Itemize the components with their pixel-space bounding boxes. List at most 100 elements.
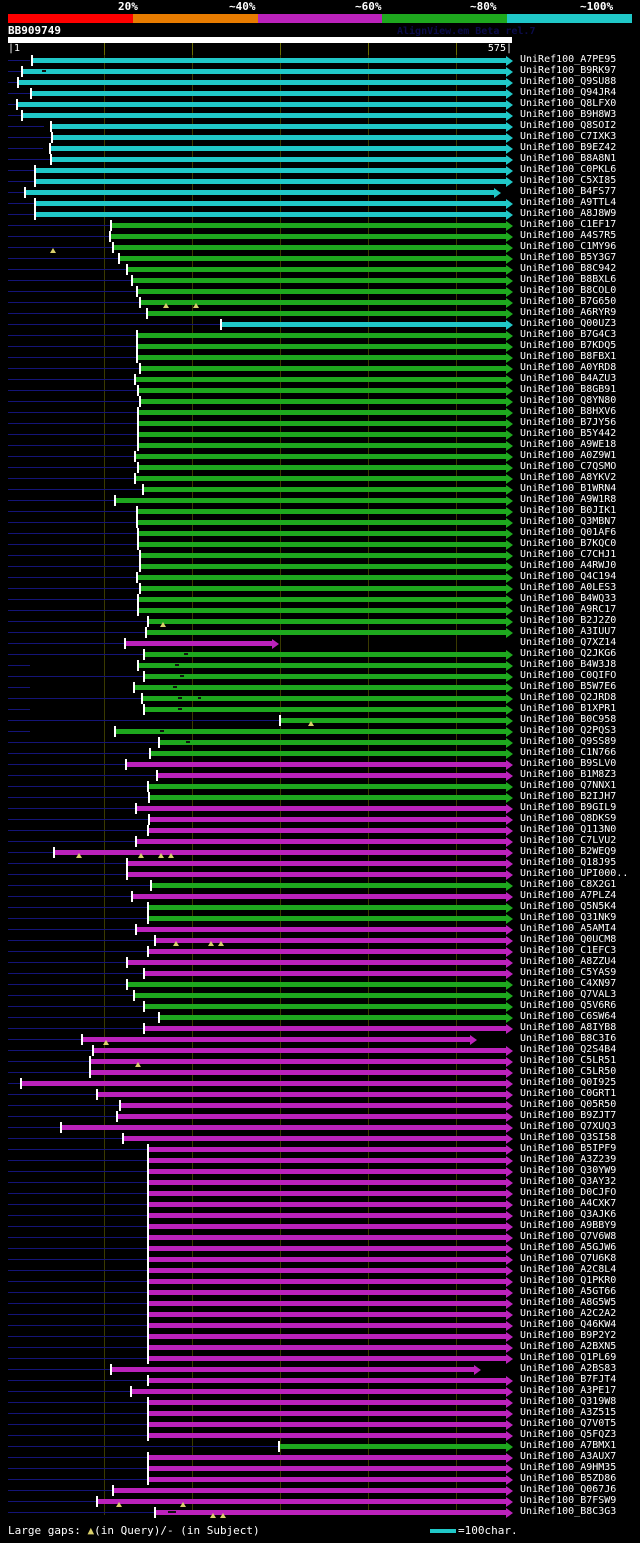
hsp-bar[interactable] xyxy=(53,135,506,140)
hit-label[interactable]: UniRef100_B9P2Y2 xyxy=(520,1330,617,1341)
alignment-row[interactable]: UniRef100_B7FJT4 xyxy=(0,1374,640,1386)
alignment-row[interactable]: UniRef100_A4RWJ0 xyxy=(0,560,640,572)
hsp-bar[interactable] xyxy=(139,432,506,437)
hsp-bar[interactable] xyxy=(281,718,506,723)
hsp-bar[interactable] xyxy=(116,498,506,503)
alignment-row[interactable]: UniRef100_Q7NNX1 xyxy=(0,780,640,792)
hit-label[interactable]: UniRef100_Q18J95 xyxy=(520,857,617,868)
hit-label[interactable]: UniRef100_Q8LFX0 xyxy=(520,98,617,109)
hit-label[interactable]: UniRef100_Q31NK9 xyxy=(520,912,617,923)
hsp-bar[interactable] xyxy=(148,311,506,316)
hsp-bar[interactable] xyxy=(149,1455,506,1460)
alignment-row[interactable]: UniRef100_Q2S4B4 xyxy=(0,1044,640,1056)
hit-label[interactable]: UniRef100_B0JIK1 xyxy=(520,505,617,516)
hsp-bar[interactable] xyxy=(139,663,506,668)
hsp-bar[interactable] xyxy=(120,256,506,261)
hsp-bar[interactable] xyxy=(139,608,506,613)
alignment-row[interactable]: UniRef100_B8A8N1 xyxy=(0,153,640,165)
hit-label[interactable]: UniRef100_A9HM35 xyxy=(520,1462,617,1473)
hit-label[interactable]: UniRef100_D0CJFO xyxy=(520,1187,617,1198)
hsp-bar[interactable] xyxy=(139,542,506,547)
alignment-row[interactable]: UniRef100_Q2JRD8 xyxy=(0,692,640,704)
hit-label[interactable]: UniRef100_A5GJW6 xyxy=(520,1242,617,1253)
hit-label[interactable]: UniRef100_Q94JR4 xyxy=(520,87,617,98)
hsp-bar[interactable] xyxy=(128,267,506,272)
hit-label[interactable]: UniRef100_C4XN97 xyxy=(520,978,617,989)
hit-label[interactable]: UniRef100_Q5N5K4 xyxy=(520,901,617,912)
hit-label[interactable]: UniRef100_Q5V6R6 xyxy=(520,1000,617,1011)
hit-label[interactable]: UniRef100_Q2JRD8 xyxy=(520,692,617,703)
hit-label[interactable]: UniRef100_B5ZD86 xyxy=(520,1473,617,1484)
hsp-bar[interactable] xyxy=(145,674,506,679)
hsp-bar[interactable] xyxy=(145,971,506,976)
alignment-row[interactable]: UniRef100_B7JY56 xyxy=(0,417,640,429)
hsp-bar[interactable] xyxy=(149,784,506,789)
hsp-bar[interactable] xyxy=(149,1246,506,1251)
hsp-bar[interactable] xyxy=(139,465,506,470)
hit-label[interactable]: UniRef100_A8ZZU4 xyxy=(520,956,617,967)
hit-label[interactable]: UniRef100_A9W1R8 xyxy=(520,494,617,505)
hit-label[interactable]: UniRef100_B7KDQ5 xyxy=(520,340,617,351)
hit-label[interactable]: UniRef100_B9SLV0 xyxy=(520,758,617,769)
hit-label[interactable]: UniRef100_B1M8Z3 xyxy=(520,769,617,780)
hsp-bar[interactable] xyxy=(128,861,506,866)
hsp-bar[interactable] xyxy=(149,1191,506,1196)
hit-label[interactable]: UniRef100_C1MY96 xyxy=(520,241,617,252)
hsp-bar[interactable] xyxy=(23,69,506,74)
hsp-bar[interactable] xyxy=(112,223,506,228)
alignment-row[interactable]: UniRef100_B8BXL6 xyxy=(0,274,640,286)
hsp-bar[interactable] xyxy=(111,234,506,239)
hsp-bar[interactable] xyxy=(19,80,506,85)
hsp-bar[interactable] xyxy=(55,850,506,855)
hit-label[interactable]: UniRef100_Q3MBN7 xyxy=(520,516,617,527)
hit-label[interactable]: UniRef100_B8C942 xyxy=(520,263,617,274)
hit-label[interactable]: UniRef100_B5IPF9 xyxy=(520,1143,617,1154)
hsp-bar[interactable] xyxy=(145,652,506,657)
hsp-bar[interactable] xyxy=(280,1444,506,1449)
hsp-bar[interactable] xyxy=(137,839,506,844)
hsp-bar[interactable] xyxy=(124,1136,506,1141)
hsp-bar[interactable] xyxy=(149,1323,506,1328)
hit-label[interactable]: UniRef100_B8BXL6 xyxy=(520,274,617,285)
hit-label[interactable]: UniRef100_B9H8W3 xyxy=(520,109,617,120)
hit-label[interactable]: UniRef100_A3PE17 xyxy=(520,1385,617,1396)
hsp-bar[interactable] xyxy=(98,1092,506,1097)
hit-label[interactable]: UniRef100_Q1PL69 xyxy=(520,1352,617,1363)
hit-label[interactable]: UniRef100_A3Z239 xyxy=(520,1154,617,1165)
hsp-bar[interactable] xyxy=(160,740,506,745)
alignment-row[interactable]: UniRef100_C5LR50 xyxy=(0,1066,640,1078)
alignment-row[interactable]: UniRef100_A7BMX1 xyxy=(0,1440,640,1452)
hsp-bar[interactable] xyxy=(23,113,506,118)
hsp-bar[interactable] xyxy=(133,278,506,283)
hit-label[interactable]: UniRef100_C7IXK3 xyxy=(520,131,617,142)
hsp-bar[interactable] xyxy=(136,476,506,481)
hit-label[interactable]: UniRef100_B7FSW9 xyxy=(520,1495,617,1506)
hit-label[interactable]: UniRef100_A2C2A2 xyxy=(520,1308,617,1319)
hit-label[interactable]: UniRef100_C1N766 xyxy=(520,747,617,758)
alignment-row[interactable]: UniRef100_Q8SOI2 xyxy=(0,120,640,132)
hit-label[interactable]: UniRef100_A2BS83 xyxy=(520,1363,617,1374)
alignment-row[interactable]: UniRef100_A8ZZU4 xyxy=(0,956,640,968)
hsp-bar[interactable] xyxy=(141,564,506,569)
hit-label[interactable]: UniRef100_Q3SI58 xyxy=(520,1132,617,1143)
hsp-bar[interactable] xyxy=(149,1466,506,1471)
hit-label[interactable]: UniRef100_Q0I925 xyxy=(520,1077,617,1088)
alignment-row[interactable]: UniRef100_Q05R50 xyxy=(0,1099,640,1111)
alignment-row[interactable]: UniRef100_B1XPR1 xyxy=(0,703,640,715)
hsp-bar[interactable] xyxy=(94,1048,506,1053)
hsp-bar[interactable] xyxy=(91,1070,506,1075)
hsp-bar[interactable] xyxy=(149,1356,506,1361)
alignment-row[interactable]: UniRef100_Q46KW4 xyxy=(0,1319,640,1331)
hit-label[interactable]: UniRef100_A3IUU7 xyxy=(520,626,617,637)
hsp-bar[interactable] xyxy=(149,619,506,624)
hit-label[interactable]: UniRef100_A3AUX7 xyxy=(520,1451,617,1462)
alignment-row[interactable]: UniRef100_Q113N0 xyxy=(0,824,640,836)
hsp-bar[interactable] xyxy=(149,1411,506,1416)
hsp-bar[interactable] xyxy=(149,828,506,833)
hsp-bar[interactable] xyxy=(149,1334,506,1339)
hsp-bar[interactable] xyxy=(138,289,506,294)
hsp-bar[interactable] xyxy=(128,872,506,877)
alignment-row[interactable]: UniRef100_Q18J95 xyxy=(0,857,640,869)
hit-label[interactable]: UniRef100_C8X2G1 xyxy=(520,879,617,890)
alignment-row[interactable]: UniRef100_Q5FQZ3 xyxy=(0,1429,640,1441)
